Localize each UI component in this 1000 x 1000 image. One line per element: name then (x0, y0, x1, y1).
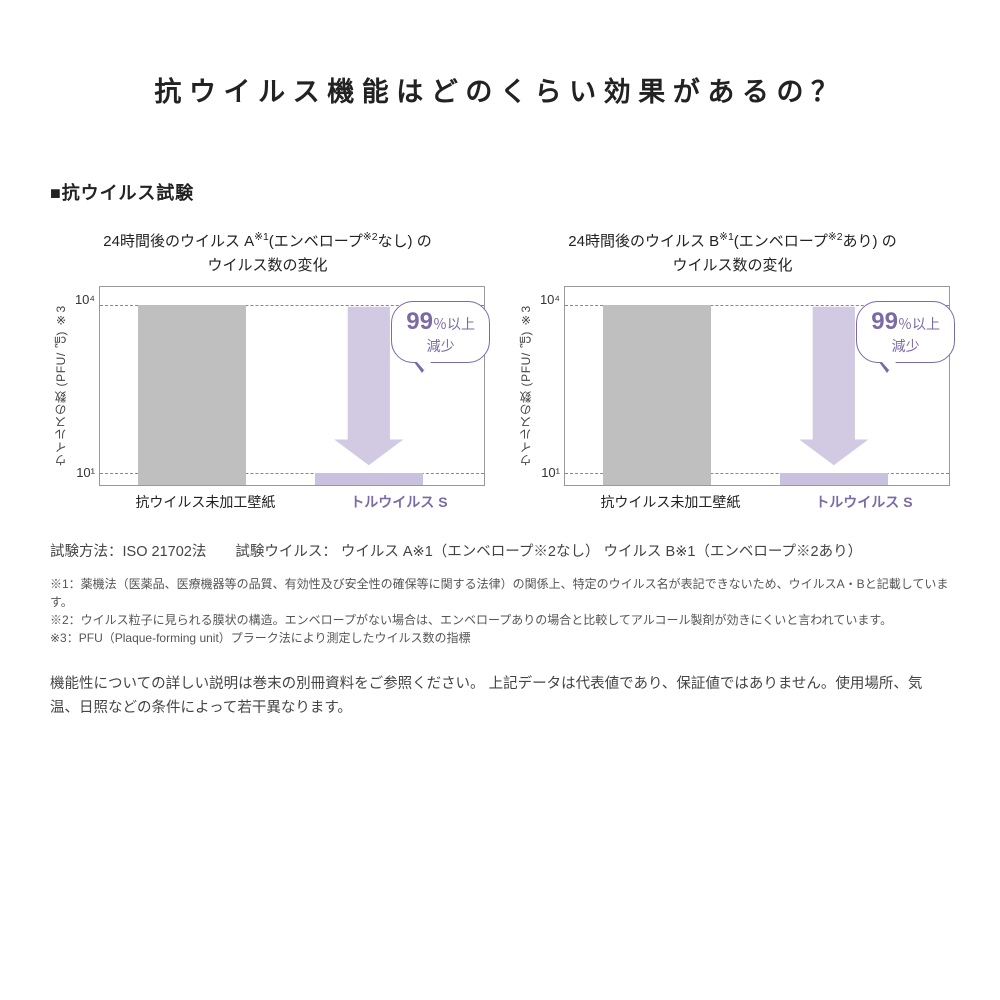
footnote-2: ※2：ウイルス粒子に見られる膜状の構造。エンベロープがない場合は、エンベロープあ… (50, 611, 950, 629)
charts-row: 24時間後のウイルス A※1(エンベロープ※2なし) のウイルス数の変化ウイルス… (50, 229, 950, 512)
chart-title: 24時間後のウイルス B※1(エンベロープ※2あり) のウイルス数の変化 (515, 229, 950, 278)
reduction-callout: 99％以上減少 (391, 301, 490, 363)
method-line: 試験方法：ISO 21702法 試験ウイルス： ウイルス A※1（エンベロープ※… (50, 540, 950, 561)
x-axis: 抗ウイルス未加工壁紙 トルウイルス S (515, 492, 950, 512)
x-label-untreated: 抗ウイルス未加工壁紙 (135, 492, 275, 512)
x-label-treated: トルウイルス S (815, 492, 912, 512)
plot-area: 99％以上減少 (99, 286, 485, 486)
footnote-1: ※1：薬機法（医薬品、医療機器等の品質、有効性及び安全性の確保等に関する法律）の… (50, 575, 950, 611)
chart-title: 24時間後のウイルス A※1(エンベロープ※2なし) のウイルス数の変化 (50, 229, 485, 278)
x-axis: 抗ウイルス未加工壁紙 トルウイルス S (50, 492, 485, 512)
y-ticks: 10⁴10¹ (71, 286, 99, 486)
footnote-3: ※3：PFU（Plaque-forming unit）プラーク法により測定したウ… (50, 629, 950, 647)
y-axis-label: ウイルスの数 (PFU/ ㎠) ※3 (515, 286, 536, 486)
reduction-callout: 99％以上減少 (856, 301, 955, 363)
chart-b: 24時間後のウイルス B※1(エンベロープ※2あり) のウイルス数の変化ウイルス… (515, 229, 950, 512)
plot-area: 99％以上減少 (564, 286, 950, 486)
x-label-untreated: 抗ウイルス未加工壁紙 (600, 492, 740, 512)
disclaimer: 機能性についての詳しい説明は巻末の別冊資料をご参照ください。 上記データは代表値… (50, 673, 950, 721)
y-axis-label: ウイルスの数 (PFU/ ㎠) ※3 (50, 286, 71, 486)
page-title: 抗ウイルス機能はどのくらい効果があるの？ (50, 70, 950, 109)
x-label-treated: トルウイルス S (350, 492, 447, 512)
y-ticks: 10⁴10¹ (536, 286, 564, 486)
chart-a: 24時間後のウイルス A※1(エンベロープ※2なし) のウイルス数の変化ウイルス… (50, 229, 485, 512)
footnotes: ※1：薬機法（医薬品、医療機器等の品質、有効性及び安全性の確保等に関する法律）の… (50, 575, 950, 647)
section-label: ■抗ウイルス試験 (50, 179, 950, 205)
